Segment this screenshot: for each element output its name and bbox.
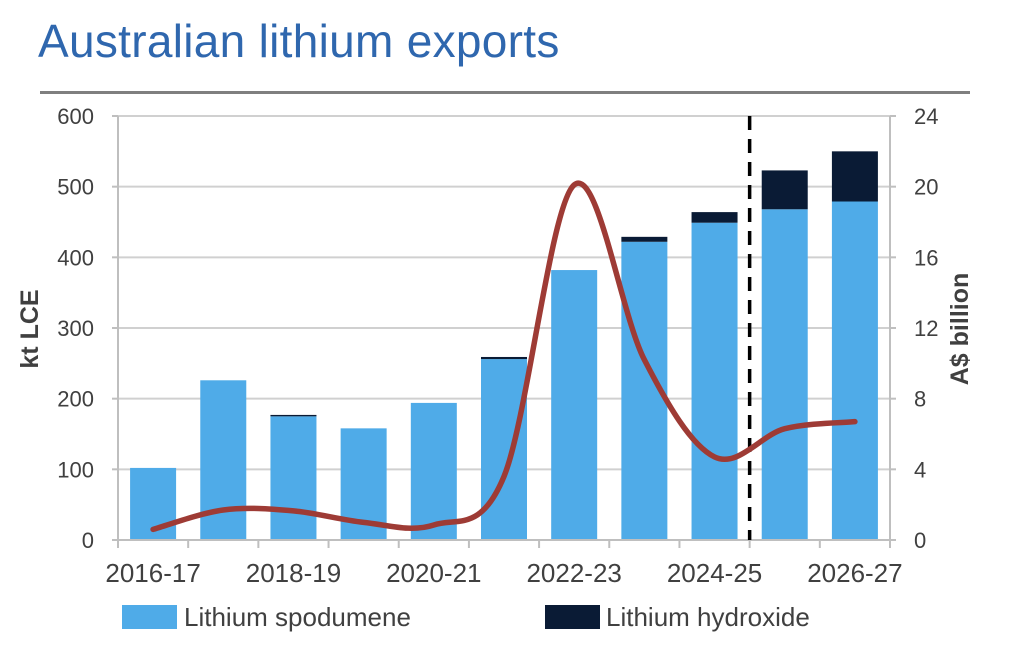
bar-hydroxide bbox=[270, 414, 317, 417]
y2-tick-label: 0 bbox=[914, 528, 926, 553]
y-tick-label: 500 bbox=[57, 175, 94, 200]
bar-hydroxide bbox=[761, 170, 808, 210]
legend-swatch-hydroxide bbox=[545, 605, 600, 629]
y-tick-label: 400 bbox=[57, 245, 94, 270]
bar-spodumene bbox=[270, 416, 317, 540]
y-tick-label: 100 bbox=[57, 457, 94, 482]
bar-spodumene bbox=[410, 402, 457, 540]
x-tick-label: 2016-17 bbox=[105, 558, 200, 588]
y-axis-title: kt LCE bbox=[16, 289, 44, 368]
y2-tick-label: 4 bbox=[914, 457, 926, 482]
x-tick-label: 2018-19 bbox=[246, 558, 341, 588]
bar-hydroxide bbox=[831, 151, 878, 202]
legend: Lithium spodumene Lithium hydroxide bbox=[122, 602, 810, 632]
y2-tick-label: 24 bbox=[914, 104, 938, 129]
x-tick-label: 2026-27 bbox=[807, 558, 902, 588]
bar-spodumene bbox=[481, 359, 527, 540]
y-tick-label: 600 bbox=[57, 104, 94, 129]
y2-tick-label: 20 bbox=[914, 175, 938, 200]
y-tick-label: 0 bbox=[82, 528, 94, 553]
y2-axis-title: A$ billion bbox=[946, 273, 974, 386]
legend-swatch-spodumene bbox=[122, 605, 177, 629]
bar-hydroxide bbox=[691, 212, 738, 223]
bar-spodumene bbox=[761, 209, 808, 540]
bar-spodumene bbox=[831, 201, 878, 541]
chart-title: Australian lithium exports bbox=[38, 15, 560, 67]
bar-hydroxide bbox=[481, 356, 527, 360]
y2-tick-label: 12 bbox=[914, 316, 938, 341]
x-tick-label: 2022-23 bbox=[526, 558, 621, 588]
y-tick-label: 200 bbox=[57, 387, 94, 412]
bar-hydroxide bbox=[621, 236, 668, 242]
y2-tick-label: 8 bbox=[914, 387, 926, 412]
legend-label-spodumene: Lithium spodumene bbox=[184, 602, 411, 632]
export-value-line bbox=[150, 180, 858, 533]
y-tick-label: 300 bbox=[57, 316, 94, 341]
bar-spodumene bbox=[551, 270, 598, 540]
title-divider bbox=[40, 91, 970, 94]
y2-tick-label: 16 bbox=[914, 245, 938, 270]
x-tick-label: 2024-25 bbox=[667, 558, 762, 588]
bar-spodumene bbox=[691, 222, 738, 540]
bar-spodumene bbox=[200, 380, 247, 540]
legend-label-hydroxide: Lithium hydroxide bbox=[606, 602, 810, 632]
x-tick-label: 2020-21 bbox=[386, 558, 481, 588]
